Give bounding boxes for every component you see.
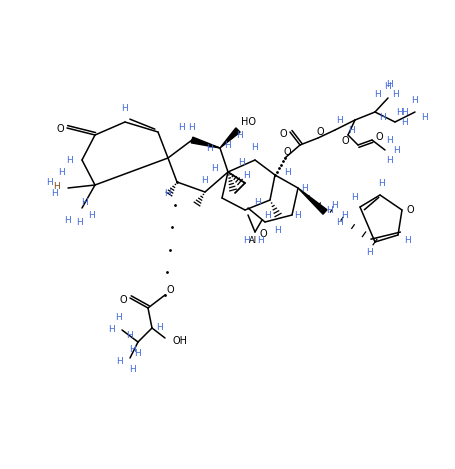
Text: H: H	[336, 218, 343, 227]
Text: O: O	[166, 285, 173, 295]
Polygon shape	[191, 137, 219, 148]
Text: H: H	[88, 211, 95, 219]
Text: H: H	[301, 183, 308, 192]
Text: H: H	[378, 179, 384, 188]
Text: H: H	[254, 197, 261, 206]
Text: H: H	[284, 167, 291, 176]
Text: O: O	[56, 124, 64, 134]
Text: H: H	[134, 348, 141, 357]
Text: H: H	[188, 122, 195, 131]
Text: H: H	[384, 82, 390, 91]
Text: H: H	[108, 325, 115, 334]
Text: Al: Al	[248, 235, 257, 244]
Text: H: H	[421, 113, 427, 121]
Text: H: H	[294, 211, 301, 219]
Text: H: H	[393, 145, 399, 154]
Text: H: H	[59, 167, 65, 176]
Text: H: H	[341, 211, 348, 219]
Text: H: H	[326, 205, 333, 214]
Text: H: H	[264, 211, 271, 219]
Text: HO: HO	[241, 117, 255, 127]
Text: H: H	[411, 96, 417, 105]
Polygon shape	[298, 188, 326, 214]
Text: H: H	[401, 118, 408, 127]
Text: H: H	[206, 144, 213, 152]
Text: H: H	[401, 107, 408, 116]
Text: H: H	[211, 164, 218, 173]
Text: H: H	[66, 156, 73, 165]
Text: H: H	[243, 171, 250, 180]
Text: H: H	[257, 235, 264, 244]
Text: H: H	[392, 90, 399, 98]
Text: O: O	[258, 229, 266, 239]
Text: H: H	[81, 197, 88, 206]
Text: H: H	[374, 90, 380, 98]
Text: O: O	[119, 295, 126, 305]
Text: H: H	[238, 158, 245, 166]
Text: H: H	[336, 115, 343, 124]
Text: O: O	[374, 132, 382, 142]
Text: H: H	[379, 113, 385, 121]
Text: H: H	[116, 356, 123, 365]
Text: H: H	[404, 235, 410, 244]
Text: H: H	[178, 122, 185, 131]
Text: H: H	[348, 126, 354, 135]
Text: OH: OH	[172, 336, 187, 346]
Text: O: O	[405, 205, 413, 215]
Text: H: H	[243, 235, 250, 244]
Text: H: H	[65, 215, 71, 225]
Text: H: H	[351, 192, 358, 202]
Text: H: H	[116, 313, 122, 323]
Text: O: O	[340, 136, 348, 146]
Text: O: O	[278, 129, 286, 139]
Text: H: H	[366, 248, 373, 257]
Text: H: H	[129, 365, 136, 375]
Text: H: H	[251, 143, 258, 151]
Text: H: H	[201, 175, 208, 184]
Text: H: H	[386, 136, 393, 144]
Text: H: H	[126, 331, 133, 340]
Text: H: H	[396, 107, 403, 116]
Text: H: H	[386, 156, 393, 165]
Text: H: H	[76, 218, 83, 227]
Text: H: H	[54, 182, 60, 190]
Text: H: H	[156, 324, 163, 333]
Text: H: H	[129, 346, 136, 355]
Text: O: O	[315, 127, 323, 137]
Text: H: H	[46, 177, 53, 187]
Text: H: H	[51, 189, 58, 197]
Text: H: H	[236, 130, 243, 139]
Text: H: H	[331, 201, 338, 210]
Text: H: H	[386, 80, 393, 89]
Text: H: H	[164, 189, 171, 197]
Text: H: H	[224, 141, 231, 150]
Text: H: H	[121, 104, 128, 113]
Text: H: H	[274, 226, 281, 234]
Polygon shape	[219, 128, 240, 148]
Text: O: O	[283, 147, 290, 157]
